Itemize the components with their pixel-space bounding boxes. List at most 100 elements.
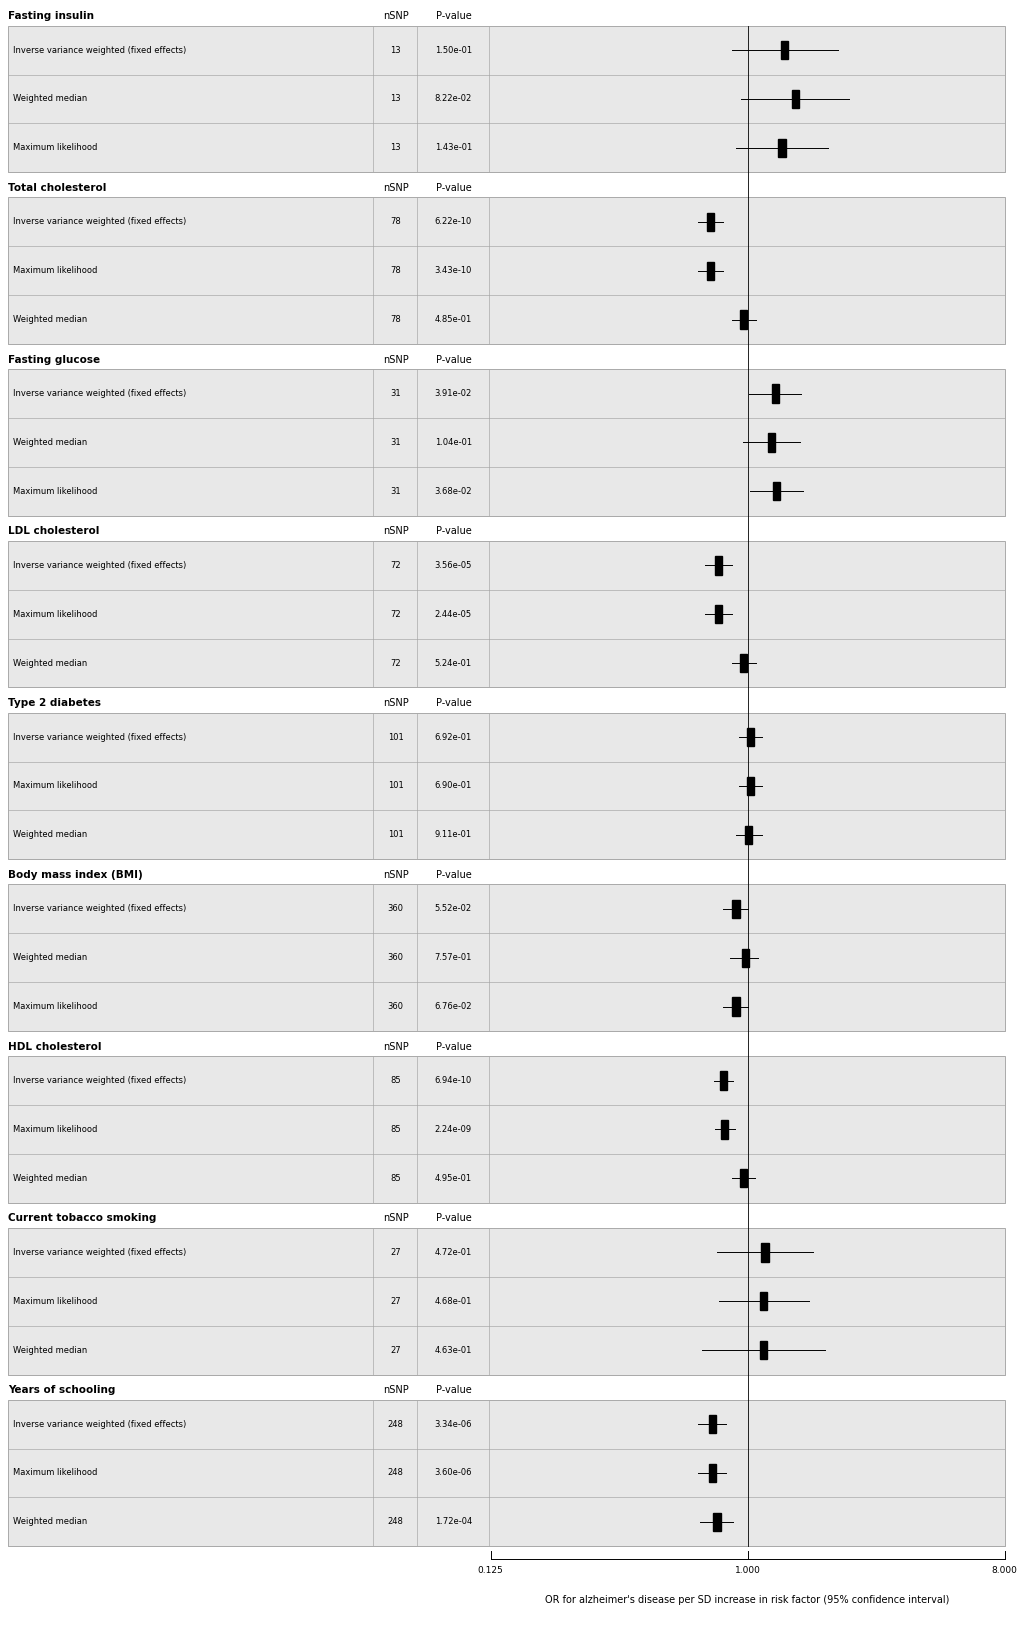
Text: nSNP: nSNP xyxy=(382,1041,409,1052)
Text: nSNP: nSNP xyxy=(382,1386,409,1395)
Text: Weighted median: Weighted median xyxy=(13,1173,88,1183)
Text: 248: 248 xyxy=(387,1518,404,1526)
Text: 6.92e-01: 6.92e-01 xyxy=(434,732,472,742)
Text: 101: 101 xyxy=(387,732,404,742)
Text: Total cholesterol: Total cholesterol xyxy=(8,183,106,193)
Text: P-value: P-value xyxy=(435,869,471,879)
Text: Inverse variance weighted (fixed effects): Inverse variance weighted (fixed effects… xyxy=(13,389,186,399)
Text: P-value: P-value xyxy=(435,526,471,536)
Text: 248: 248 xyxy=(387,1420,404,1428)
Text: 1.50e-01: 1.50e-01 xyxy=(434,46,472,54)
Text: Inverse variance weighted (fixed effects): Inverse variance weighted (fixed effects… xyxy=(13,904,186,913)
Text: Inverse variance weighted (fixed effects): Inverse variance weighted (fixed effects… xyxy=(13,560,186,570)
Text: 3.34e-06: 3.34e-06 xyxy=(434,1420,472,1428)
Text: 78: 78 xyxy=(390,217,400,227)
Text: 31: 31 xyxy=(390,389,400,399)
Text: 3.60e-06: 3.60e-06 xyxy=(434,1469,472,1477)
Text: 1.000: 1.000 xyxy=(734,1565,760,1575)
Text: Maximum likelihood: Maximum likelihood xyxy=(13,1002,98,1011)
Text: Inverse variance weighted (fixed effects): Inverse variance weighted (fixed effects… xyxy=(13,732,186,742)
Text: Inverse variance weighted (fixed effects): Inverse variance weighted (fixed effects… xyxy=(13,1248,186,1257)
Text: 248: 248 xyxy=(387,1469,404,1477)
Text: 4.63e-01: 4.63e-01 xyxy=(434,1345,472,1355)
Text: Body mass index (BMI): Body mass index (BMI) xyxy=(8,869,143,879)
Text: 360: 360 xyxy=(387,904,404,913)
Text: 6.90e-01: 6.90e-01 xyxy=(434,781,472,791)
Text: Fasting insulin: Fasting insulin xyxy=(8,11,94,21)
Text: 6.94e-10: 6.94e-10 xyxy=(434,1077,472,1085)
Text: Maximum likelihood: Maximum likelihood xyxy=(13,1297,98,1306)
Text: P-value: P-value xyxy=(435,1214,471,1224)
Text: 4.85e-01: 4.85e-01 xyxy=(434,315,472,324)
Text: 31: 31 xyxy=(390,487,400,495)
Text: Inverse variance weighted (fixed effects): Inverse variance weighted (fixed effects… xyxy=(13,217,186,227)
Text: 8.000: 8.000 xyxy=(990,1565,1017,1575)
Text: P-value: P-value xyxy=(435,355,471,364)
Text: 101: 101 xyxy=(387,830,404,840)
Text: Type 2 diabetes: Type 2 diabetes xyxy=(8,698,101,708)
Text: 360: 360 xyxy=(387,953,404,962)
Text: 31: 31 xyxy=(390,438,400,448)
Text: Weighted median: Weighted median xyxy=(13,95,88,103)
Text: Years of schooling: Years of schooling xyxy=(8,1386,115,1395)
Text: 6.22e-10: 6.22e-10 xyxy=(434,217,472,227)
Text: Weighted median: Weighted median xyxy=(13,830,88,840)
Text: 27: 27 xyxy=(390,1248,400,1257)
Text: Weighted median: Weighted median xyxy=(13,953,88,962)
Text: Inverse variance weighted (fixed effects): Inverse variance weighted (fixed effects… xyxy=(13,1077,186,1085)
Text: 3.43e-10: 3.43e-10 xyxy=(434,266,472,275)
Text: 2.24e-09: 2.24e-09 xyxy=(434,1124,472,1134)
Text: 13: 13 xyxy=(390,46,400,54)
Text: 1.72e-04: 1.72e-04 xyxy=(434,1518,472,1526)
Text: nSNP: nSNP xyxy=(382,183,409,193)
Text: P-value: P-value xyxy=(435,698,471,708)
Text: 13: 13 xyxy=(390,144,400,152)
Text: 6.76e-02: 6.76e-02 xyxy=(434,1002,472,1011)
Text: Weighted median: Weighted median xyxy=(13,1345,88,1355)
Text: Weighted median: Weighted median xyxy=(13,659,88,668)
Text: 72: 72 xyxy=(390,560,400,570)
Text: Maximum likelihood: Maximum likelihood xyxy=(13,1469,98,1477)
Text: Maximum likelihood: Maximum likelihood xyxy=(13,781,98,791)
Text: Maximum likelihood: Maximum likelihood xyxy=(13,144,98,152)
Text: Maximum likelihood: Maximum likelihood xyxy=(13,609,98,619)
Text: Inverse variance weighted (fixed effects): Inverse variance weighted (fixed effects… xyxy=(13,1420,186,1428)
Text: 72: 72 xyxy=(390,659,400,668)
Text: Weighted median: Weighted median xyxy=(13,1518,88,1526)
Text: 8.22e-02: 8.22e-02 xyxy=(434,95,472,103)
Text: 3.68e-02: 3.68e-02 xyxy=(434,487,472,495)
Text: HDL cholesterol: HDL cholesterol xyxy=(8,1041,102,1052)
Text: 3.91e-02: 3.91e-02 xyxy=(434,389,472,399)
Text: 27: 27 xyxy=(390,1297,400,1306)
Text: nSNP: nSNP xyxy=(382,355,409,364)
Text: 4.68e-01: 4.68e-01 xyxy=(434,1297,472,1306)
Text: Current tobacco smoking: Current tobacco smoking xyxy=(8,1214,156,1224)
Text: P-value: P-value xyxy=(435,11,471,21)
Text: nSNP: nSNP xyxy=(382,1214,409,1224)
Text: 1.43e-01: 1.43e-01 xyxy=(434,144,472,152)
Text: nSNP: nSNP xyxy=(382,11,409,21)
Text: Maximum likelihood: Maximum likelihood xyxy=(13,266,98,275)
Text: P-value: P-value xyxy=(435,183,471,193)
Text: OR for alzheimer's disease per SD increase in risk factor (95% confidence interv: OR for alzheimer's disease per SD increa… xyxy=(545,1595,949,1605)
Text: 3.56e-05: 3.56e-05 xyxy=(434,560,472,570)
Text: nSNP: nSNP xyxy=(382,698,409,708)
Text: Inverse variance weighted (fixed effects): Inverse variance weighted (fixed effects… xyxy=(13,46,186,54)
Text: 9.11e-01: 9.11e-01 xyxy=(434,830,472,840)
Text: 5.24e-01: 5.24e-01 xyxy=(434,659,472,668)
Text: 101: 101 xyxy=(387,781,404,791)
Text: Maximum likelihood: Maximum likelihood xyxy=(13,487,98,495)
Text: 0.125: 0.125 xyxy=(477,1565,503,1575)
Text: 2.44e-05: 2.44e-05 xyxy=(434,609,472,619)
Text: 85: 85 xyxy=(390,1077,400,1085)
Text: 4.95e-01: 4.95e-01 xyxy=(434,1173,472,1183)
Text: 5.52e-02: 5.52e-02 xyxy=(434,904,472,913)
Text: 360: 360 xyxy=(387,1002,404,1011)
Text: 7.57e-01: 7.57e-01 xyxy=(434,953,472,962)
Text: 72: 72 xyxy=(390,609,400,619)
Text: Weighted median: Weighted median xyxy=(13,438,88,448)
Text: 27: 27 xyxy=(390,1345,400,1355)
Text: Fasting glucose: Fasting glucose xyxy=(8,355,100,364)
Text: 4.72e-01: 4.72e-01 xyxy=(434,1248,472,1257)
Text: P-value: P-value xyxy=(435,1386,471,1395)
